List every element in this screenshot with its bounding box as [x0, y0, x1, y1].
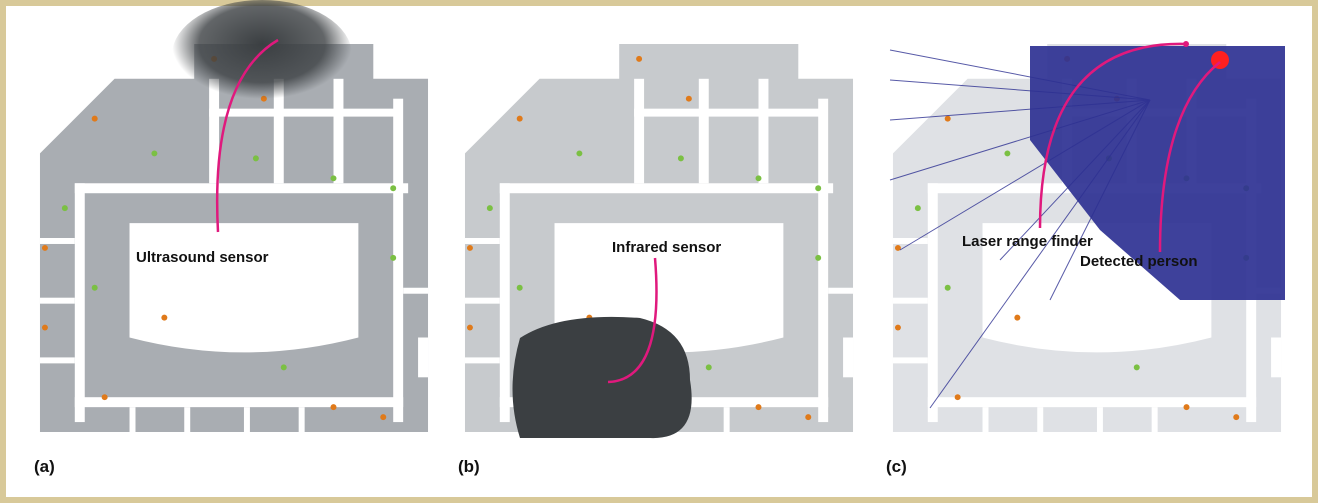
panel-b: Infrared sensor (b): [458, 44, 853, 476]
annotation: Ultrasound sensor: [136, 249, 269, 266]
page: {"panels": [ {"label": "(a)", "annotatio…: [0, 0, 1318, 503]
annotation: Infrared sensor: [612, 239, 721, 256]
panel-c: Laser range finder Detected person (c): [886, 41, 1285, 476]
panel-label: (b): [458, 457, 480, 476]
panel-label: (a): [34, 457, 55, 476]
annotation: Laser range finder: [962, 233, 1093, 250]
panel-label: (c): [886, 457, 907, 476]
annotation: Detected person: [1080, 253, 1198, 270]
figure: Ultrasound sensor (a) Infrared sensor (b…: [0, 0, 1318, 503]
